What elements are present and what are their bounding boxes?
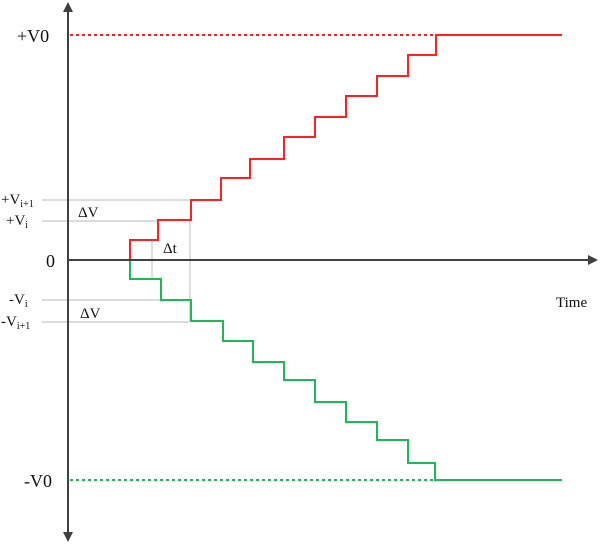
- label-minus-vi: -Vi: [9, 292, 28, 310]
- label-plus-vi1: +Vi+1: [1, 192, 34, 210]
- label-plus-v0: +V0: [17, 26, 49, 46]
- label-plus-vi-main: +V: [6, 213, 25, 229]
- label-plus-vi: +Vi: [6, 213, 28, 231]
- label-minus-vi-main: -V: [9, 292, 25, 308]
- label-minus-v0: -V0: [24, 471, 52, 491]
- label-minus-vi1-main: -V: [1, 314, 17, 330]
- label-x-axis-time: Time: [556, 295, 587, 311]
- positive-staircase: [129, 34, 562, 260]
- label-delta-t: Δt: [163, 241, 178, 257]
- negative-staircase: [129, 260, 562, 481]
- label-minus-vi1: -Vi+1: [1, 314, 30, 332]
- label-minus-vi-sub: i: [25, 299, 28, 310]
- label-plus-vi-sub: i: [25, 220, 28, 231]
- label-delta-v-top: ΔV: [78, 205, 99, 221]
- label-plus-vi1-sub: i+1: [20, 199, 33, 210]
- label-delta-v-bottom: ΔV: [80, 306, 101, 322]
- label-origin: 0: [46, 251, 55, 271]
- label-plus-vi1-main: +V: [1, 192, 20, 208]
- label-minus-vi1-sub: i+1: [17, 321, 30, 332]
